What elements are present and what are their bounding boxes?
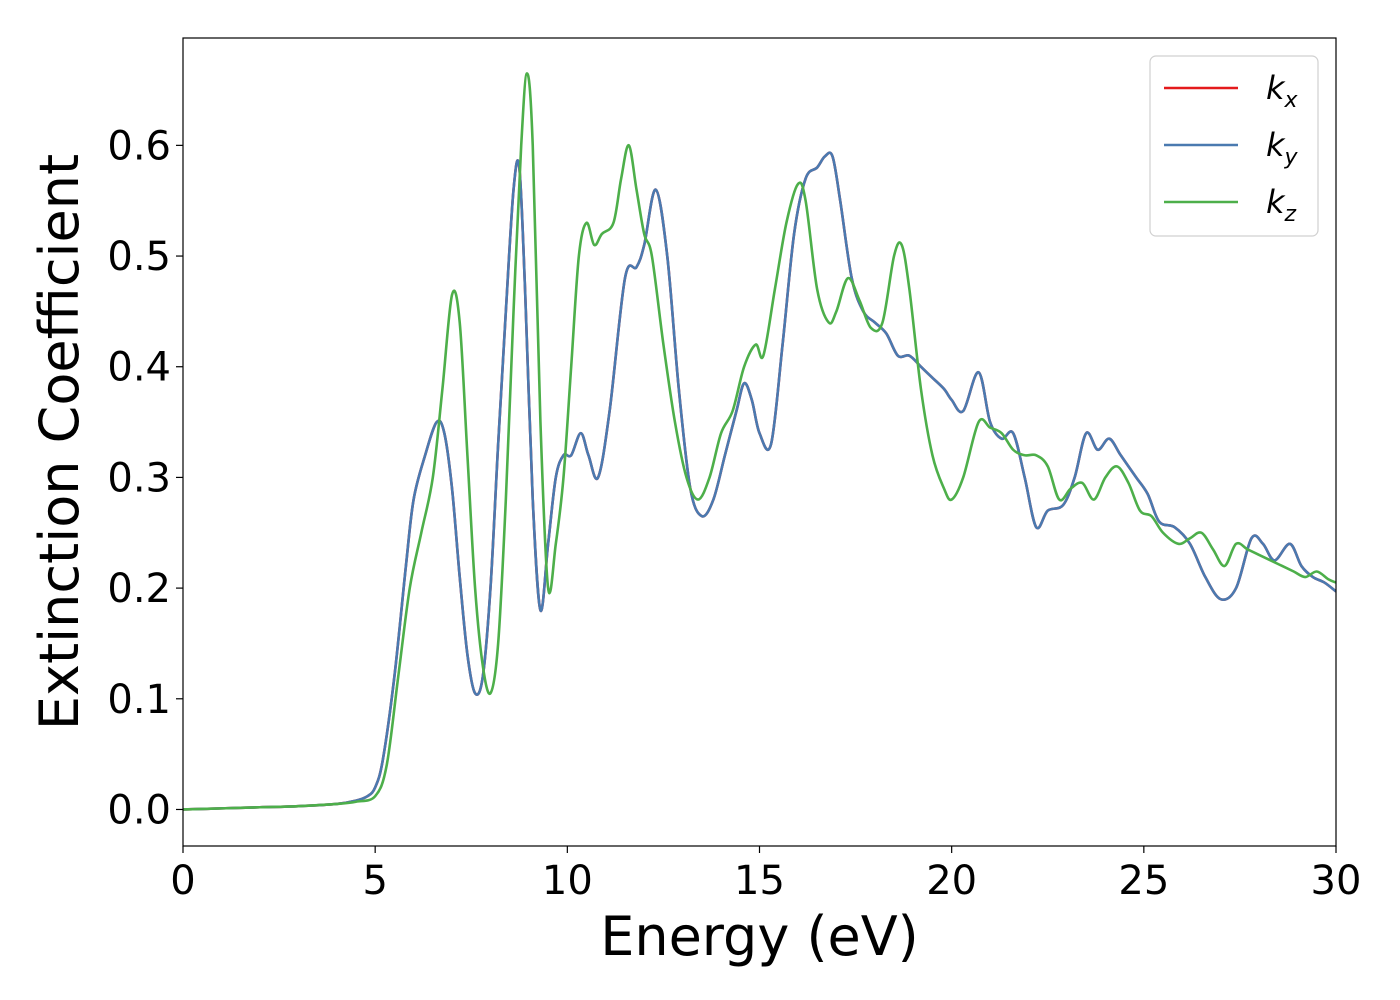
legend-label-ky: ky xyxy=(1266,126,1299,170)
y-tick-label: 0.4 xyxy=(107,345,171,391)
legend-label-subscript: x xyxy=(1284,88,1299,113)
y-tick-label: 0.3 xyxy=(107,455,171,501)
legend-label-main: k xyxy=(1266,183,1286,221)
y-axis-ticks: 0.0 0.1 0.2 0.3 0.4 0.5 0.6 xyxy=(107,123,183,833)
x-tick-label: 30 xyxy=(1311,858,1362,904)
y-tick-label: 0.5 xyxy=(107,234,171,280)
legend-label-subscript: y xyxy=(1284,145,1299,170)
legend-label-kz: kz xyxy=(1266,183,1297,227)
x-axis-ticks: 0 5 10 15 20 25 30 xyxy=(170,846,1361,904)
y-axis-label: Extinction Coefficient xyxy=(28,154,91,730)
x-tick-label: 15 xyxy=(734,858,785,904)
series-line-kx xyxy=(183,151,1336,811)
x-axis-label: Energy (eV) xyxy=(600,905,919,968)
legend-label-main: k xyxy=(1266,69,1286,107)
y-tick-label: 0.6 xyxy=(107,123,171,169)
x-tick-label: 0 xyxy=(170,858,195,904)
series-layer xyxy=(183,72,1336,811)
y-tick-label: 0.2 xyxy=(107,566,171,612)
y-tick-label: 0.0 xyxy=(107,787,171,833)
x-tick-label: 10 xyxy=(542,858,593,904)
x-tick-label: 5 xyxy=(362,858,387,904)
x-tick-label: 20 xyxy=(926,858,977,904)
series-line-kz xyxy=(183,72,1336,811)
legend-label-main: k xyxy=(1266,126,1286,164)
series-line-ky xyxy=(183,151,1336,811)
legend-label-kx: kx xyxy=(1266,69,1299,113)
x-tick-label: 25 xyxy=(1118,858,1169,904)
y-tick-label: 0.1 xyxy=(107,677,171,723)
legend-label-subscript: z xyxy=(1284,202,1297,227)
